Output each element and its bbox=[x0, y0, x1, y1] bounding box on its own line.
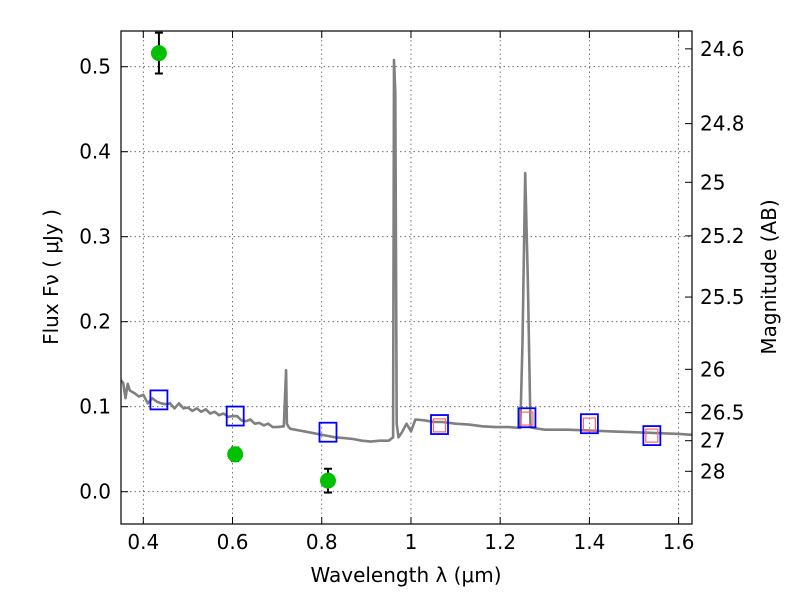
observed-flux-point bbox=[319, 472, 336, 489]
x-tick-label: 1.4 bbox=[573, 530, 605, 554]
model-flux-square bbox=[642, 425, 662, 447]
magnitude-tick-label: 24.6 bbox=[700, 37, 745, 61]
y-tick-label: 0.1 bbox=[79, 395, 111, 419]
magnitude-tick-label: 24.8 bbox=[700, 112, 745, 136]
grid-layer bbox=[121, 31, 692, 524]
y-tick-label: 0.5 bbox=[79, 55, 111, 79]
model-flux-square-nir bbox=[520, 411, 534, 426]
magnitude-tick-label: 27 bbox=[700, 429, 725, 453]
magnitude-tick-label: 25.5 bbox=[700, 285, 745, 309]
observed-flux-point bbox=[150, 45, 167, 62]
model-flux-square bbox=[579, 413, 599, 435]
observed-flux-point bbox=[227, 446, 244, 463]
magnitude-tick-label: 28 bbox=[700, 459, 725, 483]
model-flux-square bbox=[318, 421, 338, 443]
magnitude-tick-label: 25 bbox=[700, 170, 725, 194]
plot-layer bbox=[121, 31, 692, 494]
model-flux-square-nir bbox=[582, 417, 596, 432]
model-flux-square bbox=[149, 389, 169, 411]
tick-layer: 0.4 0.6 0.8 1 1.2 1.4 1.6 0.0 0.1 0.2 0.3 0.4 0.5 24.… bbox=[79, 31, 745, 554]
magnitude-axis-label: Magnitude (AB) bbox=[757, 199, 781, 354]
x-tick-label: 1.6 bbox=[663, 530, 695, 554]
model-flux-square-nir bbox=[432, 418, 447, 433]
magnitude-tick-label: 25.2 bbox=[700, 224, 745, 248]
spectrum-line bbox=[121, 58, 692, 443]
model-flux-square bbox=[430, 414, 449, 435]
plot-frame bbox=[120, 30, 693, 525]
magnitude-tick-label: 26 bbox=[700, 357, 725, 381]
x-tick-label: 0.6 bbox=[217, 530, 249, 554]
y-tick-label: 0.2 bbox=[79, 310, 111, 334]
x-tick-label: 1 bbox=[405, 530, 418, 554]
model-flux-square bbox=[517, 407, 537, 429]
y-tick-label: 0.0 bbox=[79, 480, 111, 504]
y-tick-label: 0.4 bbox=[79, 140, 111, 164]
model-flux-square bbox=[225, 405, 245, 427]
magnitude-tick-label: 26.5 bbox=[700, 401, 745, 425]
y-axis-label: Flux Fν ( μJy ) bbox=[39, 209, 63, 345]
x-tick-label: 0.4 bbox=[127, 530, 159, 554]
x-tick-label: 0.8 bbox=[306, 530, 338, 554]
y-tick-label: 0.3 bbox=[79, 225, 111, 249]
x-tick-label: 1.2 bbox=[484, 530, 516, 554]
model-flux-square-nir bbox=[645, 428, 659, 443]
plot-area bbox=[121, 31, 692, 494]
x-axis-label: Wavelength λ (μm) bbox=[310, 563, 501, 587]
